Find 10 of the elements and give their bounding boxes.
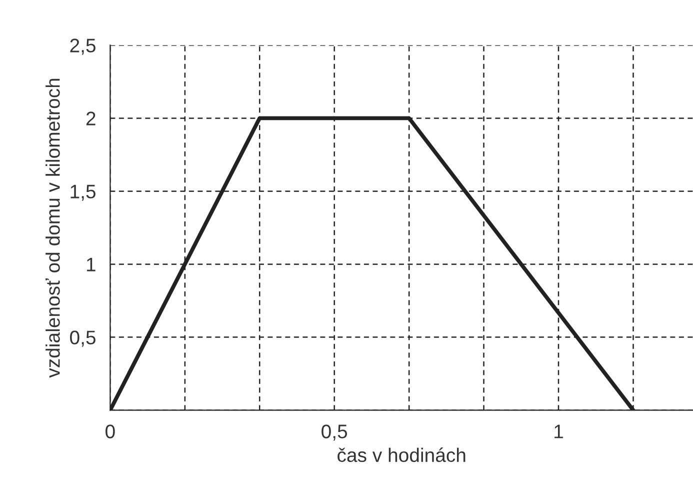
x-tick-label: 0 [106, 424, 115, 438]
y-tick-label: 2,5 [70, 38, 96, 55]
y-tick-label: 1 [86, 258, 96, 272]
y-tick-label: 2 [86, 112, 96, 126]
y-tick-label: 0,5 [70, 330, 96, 347]
y-tick-label: 1,5 [70, 184, 96, 201]
x-tick-label: 0,5 [322, 424, 348, 441]
x-tick-label: 1 [554, 424, 563, 438]
x-axis-title: čas v hodinách [338, 448, 466, 462]
y-axis-title: vzdialenosť od domu v kilometroch [46, 78, 60, 378]
